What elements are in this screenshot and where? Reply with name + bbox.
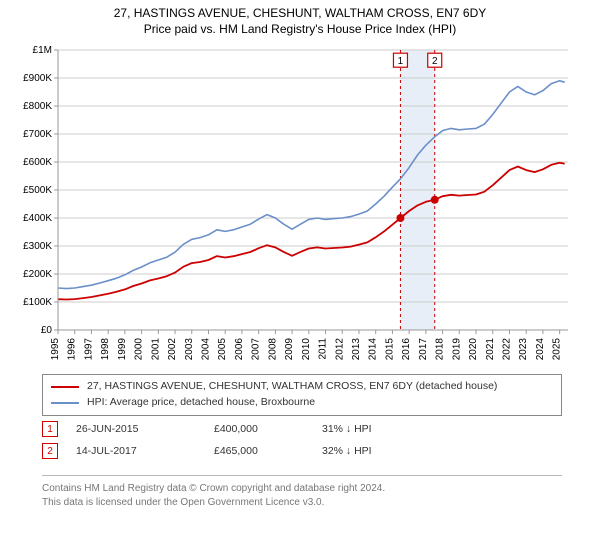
svg-text:2018: 2018: [435, 338, 446, 361]
svg-text:2019: 2019: [451, 338, 462, 361]
sale-1-date: 26-JUN-2015: [76, 423, 196, 435]
svg-text:2017: 2017: [418, 338, 429, 361]
svg-text:2005: 2005: [217, 338, 228, 361]
svg-text:2011: 2011: [318, 338, 329, 360]
svg-text:2023: 2023: [518, 338, 529, 361]
footer-line1: Contains HM Land Registry data © Crown c…: [42, 482, 562, 496]
svg-text:£600K: £600K: [23, 157, 52, 168]
legend-label-subject: 27, HASTINGS AVENUE, CHESHUNT, WALTHAM C…: [87, 379, 497, 395]
chart-title-line1: 27, HASTINGS AVENUE, CHESHUNT, WALTHAM C…: [0, 6, 600, 20]
price-chart-svg: £0 £100K £200K £300K £400K £500K £600K £700K £80…: [10, 44, 580, 364]
svg-text:1996: 1996: [67, 338, 78, 361]
svg-text:£900K: £900K: [23, 73, 52, 84]
svg-text:1998: 1998: [100, 338, 111, 361]
svg-text:1997: 1997: [83, 338, 94, 361]
svg-text:2001: 2001: [150, 338, 161, 361]
svg-text:2016: 2016: [401, 338, 412, 361]
svg-text:2006: 2006: [234, 338, 245, 361]
svg-text:1: 1: [398, 56, 404, 67]
legend-swatch-subject: [51, 386, 79, 388]
chart-title-line2: Price paid vs. HM Land Registry's House …: [0, 22, 600, 36]
svg-text:1995: 1995: [50, 338, 61, 361]
svg-text:2014: 2014: [368, 338, 379, 361]
svg-text:2015: 2015: [384, 338, 395, 361]
svg-text:£1M: £1M: [33, 45, 52, 56]
svg-text:2: 2: [432, 56, 438, 67]
sale-marker-2: 2: [42, 443, 58, 459]
svg-text:£100K: £100K: [23, 297, 52, 308]
svg-text:£500K: £500K: [23, 185, 52, 196]
price-chart: £0 £100K £200K £300K £400K £500K £600K £700K £80…: [10, 44, 580, 364]
sale-2-price: £465,000: [214, 445, 304, 457]
svg-text:2012: 2012: [334, 338, 345, 361]
legend-row-hpi: HPI: Average price, detached house, Brox…: [51, 395, 553, 411]
footer-line2: This data is licensed under the Open Gov…: [42, 496, 562, 510]
svg-text:2022: 2022: [501, 338, 512, 361]
chart-title-block: 27, HASTINGS AVENUE, CHESHUNT, WALTHAM C…: [0, 0, 600, 38]
svg-text:£300K: £300K: [23, 241, 52, 252]
sale-2-delta: 32% ↓ HPI: [322, 445, 412, 457]
sale-1-price: £400,000: [214, 423, 304, 435]
svg-text:2025: 2025: [552, 338, 563, 361]
legend-label-hpi: HPI: Average price, detached house, Brox…: [87, 395, 315, 411]
svg-text:£700K: £700K: [23, 129, 52, 140]
svg-text:2020: 2020: [468, 338, 479, 361]
svg-text:2021: 2021: [485, 338, 496, 361]
sale-1-delta: 31% ↓ HPI: [322, 423, 412, 435]
sale-marker-2-num: 2: [47, 446, 53, 457]
svg-text:2004: 2004: [200, 338, 211, 361]
svg-text:1999: 1999: [117, 338, 128, 361]
svg-text:2007: 2007: [251, 338, 262, 361]
sales-table: 1 26-JUN-2015 £400,000 31% ↓ HPI 2 14-JU…: [42, 418, 562, 462]
svg-text:2013: 2013: [351, 338, 362, 361]
svg-text:£0: £0: [41, 325, 53, 336]
svg-text:2002: 2002: [167, 338, 178, 361]
footer-attribution: Contains HM Land Registry data © Crown c…: [42, 475, 562, 510]
legend: 27, HASTINGS AVENUE, CHESHUNT, WALTHAM C…: [42, 374, 562, 416]
svg-text:2010: 2010: [301, 338, 312, 361]
sale-marker-1-num: 1: [47, 424, 53, 435]
svg-text:2024: 2024: [535, 338, 546, 361]
svg-text:2008: 2008: [267, 338, 278, 361]
sale-2-date: 14-JUL-2017: [76, 445, 196, 457]
svg-text:2000: 2000: [134, 338, 145, 361]
sales-row-1: 1 26-JUN-2015 £400,000 31% ↓ HPI: [42, 418, 562, 440]
svg-text:£200K: £200K: [23, 269, 52, 280]
svg-text:2009: 2009: [284, 338, 295, 361]
sales-row-2: 2 14-JUL-2017 £465,000 32% ↓ HPI: [42, 440, 562, 462]
svg-text:2003: 2003: [184, 338, 195, 361]
svg-text:£800K: £800K: [23, 101, 52, 112]
legend-swatch-hpi: [51, 402, 79, 404]
legend-row-subject: 27, HASTINGS AVENUE, CHESHUNT, WALTHAM C…: [51, 379, 553, 395]
svg-text:£400K: £400K: [23, 213, 52, 224]
sale-marker-1: 1: [42, 421, 58, 437]
